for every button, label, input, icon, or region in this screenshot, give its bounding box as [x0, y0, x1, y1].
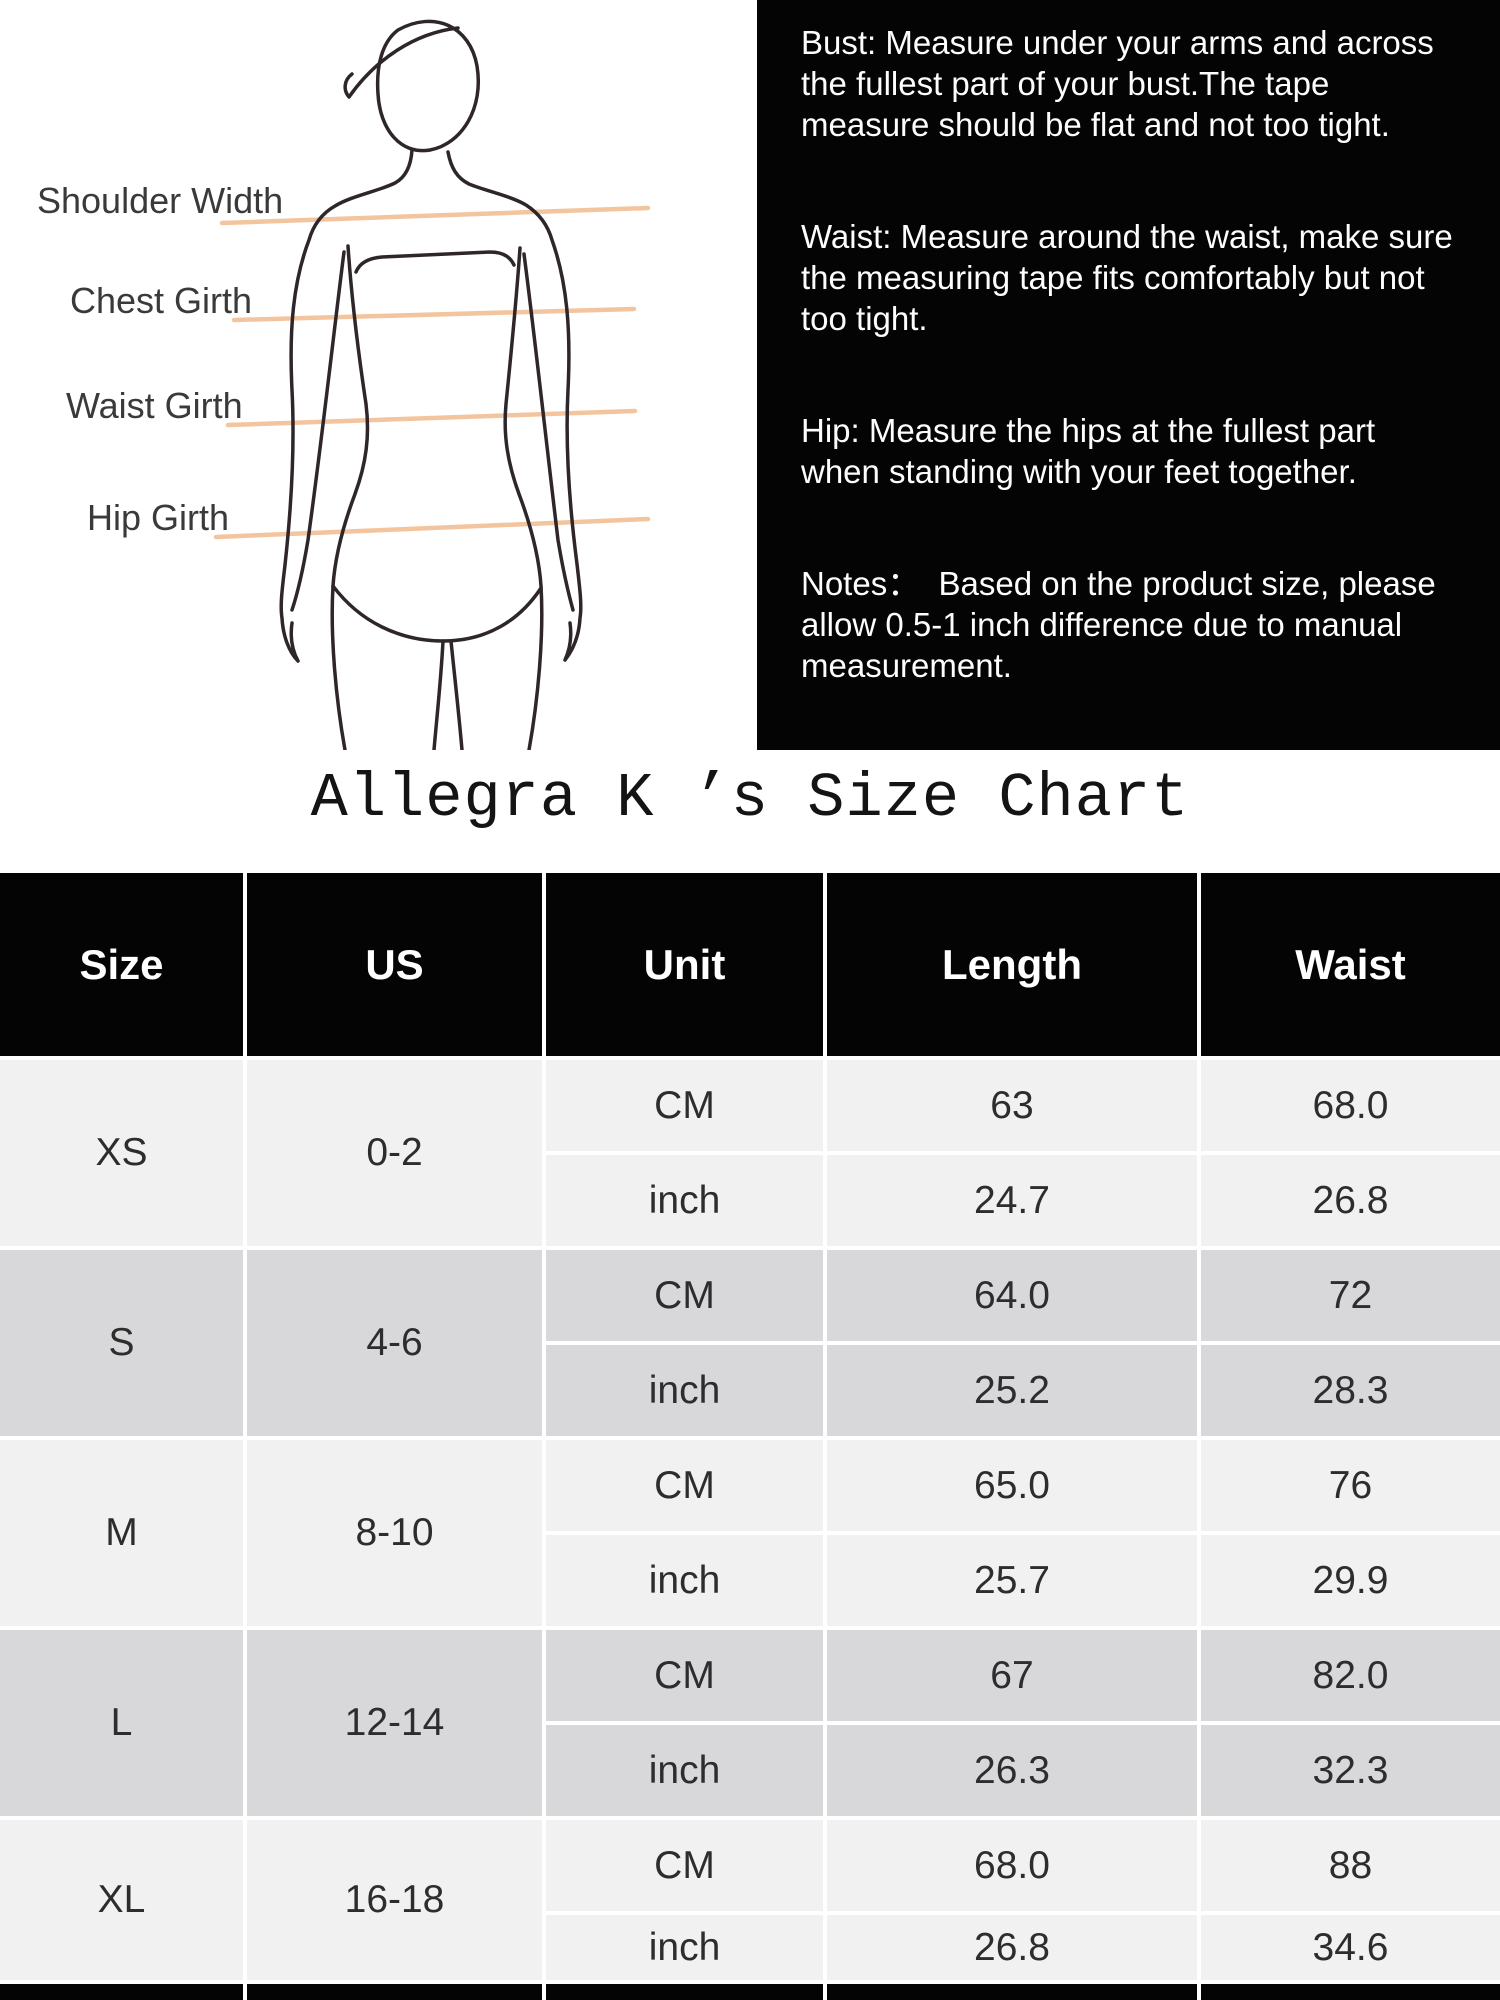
size-cell-s: S: [0, 1250, 243, 1436]
waist-cell: 72: [1201, 1250, 1500, 1341]
unit-cell: CM: [546, 1440, 823, 1531]
length-cell: 65.0: [827, 1440, 1197, 1531]
shoulder-measurement-line: [219, 205, 651, 226]
unit-cell: inch: [546, 1915, 823, 1980]
waist-cell: 26.8: [1201, 1155, 1500, 1246]
measurement-label-hip-girth: Hip Girth: [87, 497, 230, 538]
body-measurement-diagram: Shoulder Width Chest Girth Waist Girth H…: [0, 0, 757, 750]
table-footer-strip-cell: [0, 1984, 243, 2000]
waist-cell: 34.6: [1201, 1915, 1500, 1980]
length-cell: 64.0: [827, 1250, 1197, 1341]
header-cell-unit: Unit: [546, 873, 823, 1056]
measurement-label-shoulder-width: Shoulder Width: [37, 180, 284, 221]
length-cell: 26.3: [827, 1725, 1197, 1816]
length-cell: 26.8: [827, 1915, 1197, 1980]
waist-measurement-line: [225, 408, 638, 428]
waist-cell: 68.0: [1201, 1060, 1500, 1151]
us-cell-m: 8-10: [247, 1440, 542, 1626]
waist-cell: 28.3: [1201, 1345, 1500, 1436]
waist-cell: 32.3: [1201, 1725, 1500, 1816]
table-footer-strip-cell: [827, 1984, 1197, 2000]
us-cell-xs: 0-2: [247, 1060, 542, 1246]
header-cell-size: Size: [0, 873, 243, 1056]
waist-instruction: Waist: Measure around the waist, make su…: [801, 218, 1453, 337]
size-chart-table: Size US Unit Length Waist XS 0-2 CM 63 6…: [0, 873, 1500, 2000]
unit-cell: inch: [546, 1155, 823, 1246]
us-cell-l: 12-14: [247, 1630, 542, 1816]
unit-cell: inch: [546, 1345, 823, 1436]
length-cell: 24.7: [827, 1155, 1197, 1246]
hip-measurement-line: [213, 516, 651, 540]
length-cell: 25.7: [827, 1535, 1197, 1626]
unit-cell: CM: [546, 1630, 823, 1721]
table-footer-strip-cell: [1201, 1984, 1500, 2000]
unit-cell: inch: [546, 1725, 823, 1816]
length-cell: 68.0: [827, 1820, 1197, 1911]
size-cell-xl: XL: [0, 1820, 243, 1980]
page-title: Allegra K ’s Size Chart: [310, 763, 1190, 834]
header-cell-length: Length: [827, 873, 1197, 1056]
us-cell-xl: 16-18: [247, 1820, 542, 1980]
header-cell-us: US: [247, 873, 542, 1056]
unit-cell: CM: [546, 1250, 823, 1341]
us-cell-s: 4-6: [247, 1250, 542, 1436]
table-footer-strip-cell: [247, 1984, 542, 2000]
bust-instruction: Bust: Measure under your arms and across…: [801, 24, 1434, 143]
length-cell: 25.2: [827, 1345, 1197, 1436]
length-cell: 67: [827, 1630, 1197, 1721]
header-cell-waist: Waist: [1201, 873, 1500, 1056]
measurement-label-waist-girth: Waist Girth: [66, 385, 243, 426]
measurement-label-chest-girth: Chest Girth: [70, 280, 253, 321]
waist-cell: 82.0: [1201, 1630, 1500, 1721]
notes-text: Notes： Based on the product size, please…: [801, 565, 1436, 684]
hip-instruction: Hip: Measure the hips at the fullest par…: [801, 412, 1376, 490]
waist-cell: 76: [1201, 1440, 1500, 1531]
measuring-instructions-panel: Bust: Measure under your arms and across…: [757, 0, 1500, 750]
body-figure-illustration: [213, 19, 651, 750]
size-cell-xs: XS: [0, 1060, 243, 1246]
length-cell: 63: [827, 1060, 1197, 1151]
waist-cell: 29.9: [1201, 1535, 1500, 1626]
body-outline: [279, 19, 583, 750]
unit-cell: CM: [546, 1060, 823, 1151]
size-cell-l: L: [0, 1630, 243, 1816]
size-cell-m: M: [0, 1440, 243, 1626]
waist-cell: 88: [1201, 1820, 1500, 1911]
unit-cell: inch: [546, 1535, 823, 1626]
table-footer-strip-cell: [546, 1984, 823, 2000]
unit-cell: CM: [546, 1820, 823, 1911]
